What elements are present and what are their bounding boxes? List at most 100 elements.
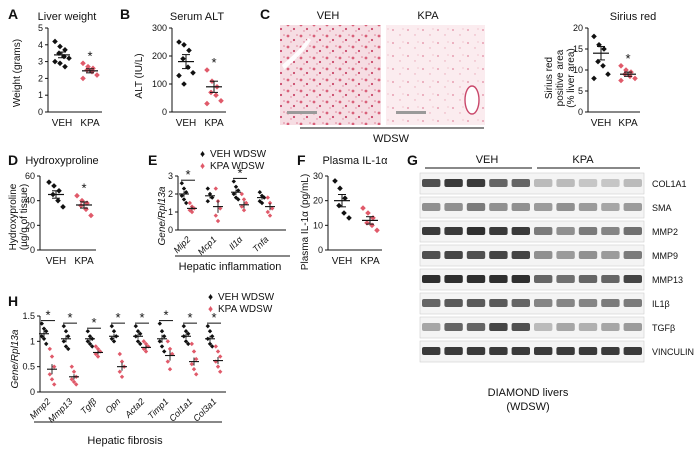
blot-band bbox=[489, 203, 508, 211]
significance-star: * bbox=[211, 310, 216, 325]
data-point bbox=[66, 346, 71, 352]
blot-band bbox=[444, 299, 463, 307]
chart-hepatic-inflammation: 0 1 2 3 Mip2 Mcp1 Il1α Tnfa * * bbox=[168, 165, 286, 257]
panel-b-letter: B bbox=[120, 6, 130, 22]
data-point bbox=[66, 334, 71, 339]
y-tick-label: 60 bbox=[25, 171, 35, 181]
blot-band bbox=[556, 275, 575, 283]
blot-band bbox=[623, 275, 642, 283]
blot-band bbox=[578, 227, 598, 235]
panel-c-ylabel-line2: positive area bbox=[555, 49, 566, 106]
blot-strip bbox=[419, 340, 645, 363]
chart-sirius-red: 0 5 10 15 20 VEH KPA * bbox=[573, 23, 640, 129]
x-tick-label: KPA bbox=[80, 118, 100, 129]
y-tick-label: 200 bbox=[152, 51, 167, 61]
significance-star: * bbox=[81, 181, 86, 196]
data-point bbox=[332, 178, 338, 184]
data-point bbox=[181, 197, 187, 202]
blot-band bbox=[422, 299, 441, 307]
data-point bbox=[63, 329, 69, 334]
data-point bbox=[44, 341, 49, 347]
data-point bbox=[337, 185, 343, 192]
blot-band bbox=[601, 203, 620, 211]
data-point bbox=[159, 344, 165, 349]
blot-band bbox=[422, 275, 441, 283]
data-point bbox=[165, 339, 170, 344]
x-tick-label: Mmp13 bbox=[46, 396, 74, 424]
y-tick-label: 0 bbox=[318, 245, 323, 255]
data-point bbox=[44, 329, 49, 334]
blot-strip bbox=[419, 268, 645, 291]
blot-band bbox=[556, 251, 575, 259]
data-point bbox=[270, 206, 275, 211]
blot-band bbox=[422, 323, 441, 331]
data-point bbox=[596, 42, 602, 48]
blot-band bbox=[623, 203, 642, 211]
x-tick-label: Tgfβ bbox=[79, 396, 99, 416]
data-point bbox=[205, 199, 210, 204]
blot-band bbox=[489, 347, 508, 355]
panel-d-letter: D bbox=[8, 152, 18, 168]
y-tick-label: 0.5 bbox=[22, 362, 35, 372]
data-point bbox=[184, 200, 189, 206]
legend-h-veh-dot: ♦ bbox=[208, 292, 213, 303]
data-point bbox=[66, 55, 72, 62]
legend-e-kpa-label: KPA WDSW bbox=[210, 161, 265, 172]
data-point bbox=[186, 331, 191, 336]
data-point bbox=[69, 364, 74, 369]
panel-f-title: Plasma IL-1α bbox=[322, 155, 388, 167]
data-point bbox=[167, 367, 173, 372]
blot-band bbox=[534, 227, 553, 235]
data-point bbox=[194, 372, 199, 377]
data-point bbox=[49, 377, 55, 382]
blot-band bbox=[556, 299, 575, 307]
data-point bbox=[88, 212, 94, 219]
blot-group-veh-label: VEH bbox=[476, 154, 499, 166]
blot-strip bbox=[419, 316, 645, 339]
y-tick-label: 40 bbox=[25, 196, 35, 206]
blot-protein-label: IL1β bbox=[652, 299, 670, 309]
x-tick-label: VEH bbox=[591, 118, 612, 129]
legend-h-kpa-label: KPA WDSW bbox=[218, 304, 273, 315]
data-point bbox=[184, 190, 189, 195]
panel-d-ylabel-line2: (µg/g of tissue) bbox=[19, 184, 30, 250]
blot-band bbox=[601, 227, 620, 235]
data-point bbox=[191, 349, 197, 354]
data-point bbox=[213, 344, 218, 349]
panel-f-letter: F bbox=[297, 152, 306, 168]
data-point bbox=[52, 38, 58, 45]
data-point bbox=[74, 192, 80, 199]
blot-band bbox=[578, 275, 598, 283]
data-point bbox=[69, 377, 74, 382]
data-point bbox=[179, 193, 184, 198]
x-tick-label: Il1α bbox=[227, 234, 245, 252]
blot-band bbox=[578, 251, 598, 259]
panel-a-letter: A bbox=[8, 6, 18, 22]
blot-band bbox=[466, 179, 486, 187]
blot-band bbox=[422, 251, 441, 259]
data-point bbox=[591, 33, 597, 40]
blot-band bbox=[511, 347, 530, 355]
x-tick-label: Opn bbox=[103, 396, 122, 415]
blot-band bbox=[623, 299, 642, 307]
data-point bbox=[183, 329, 189, 334]
data-point bbox=[71, 379, 77, 385]
data-point bbox=[215, 364, 221, 369]
data-point bbox=[213, 213, 218, 218]
blot-band bbox=[511, 203, 530, 211]
blot-band bbox=[422, 347, 441, 355]
panel-g-letter: G bbox=[407, 152, 418, 168]
data-point bbox=[55, 197, 61, 204]
data-point bbox=[180, 56, 186, 62]
blot-band bbox=[466, 227, 486, 235]
data-point bbox=[165, 359, 170, 364]
data-point bbox=[231, 191, 236, 197]
data-point bbox=[215, 349, 221, 354]
legend-h-kpa-dot: ♦ bbox=[208, 304, 213, 315]
panel-h-ylabel-gene: Gene/ bbox=[10, 360, 21, 388]
y-tick-label: 5 bbox=[578, 86, 583, 96]
data-point bbox=[186, 341, 191, 347]
data-point bbox=[87, 341, 93, 347]
data-point bbox=[162, 334, 167, 339]
y-tick-label: 10 bbox=[313, 220, 323, 230]
